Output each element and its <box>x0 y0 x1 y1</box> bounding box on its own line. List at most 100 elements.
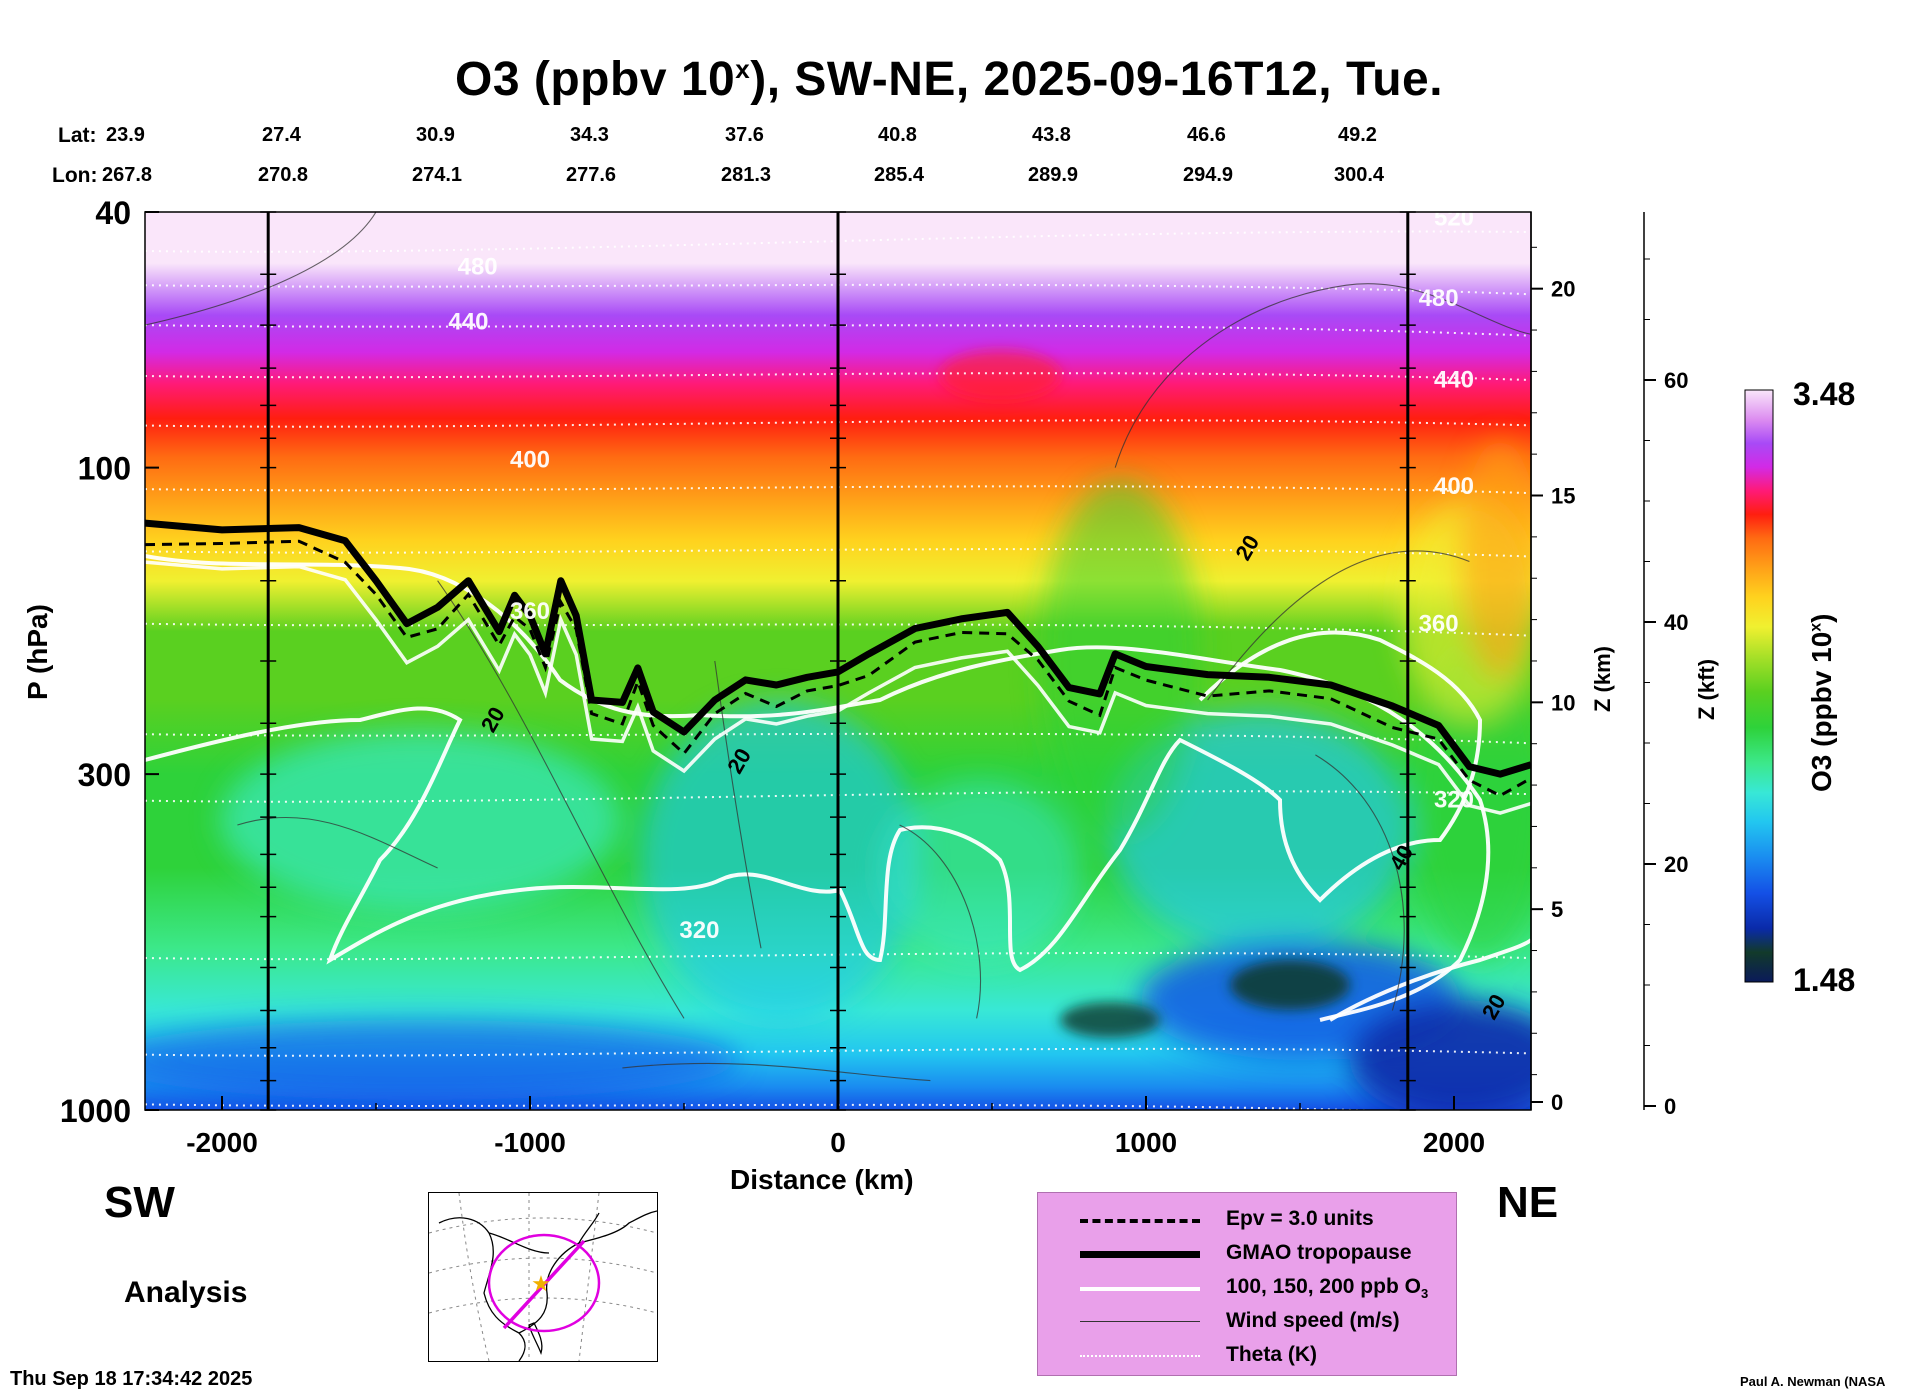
direction-sw: SW <box>104 1178 175 1227</box>
theta-line-8 <box>145 732 1531 745</box>
theta-label-9: 520 <box>1434 205 1474 232</box>
x-tick-label-4: 2000 <box>1423 1127 1485 1158</box>
theta-line-11 <box>145 1047 1531 1057</box>
colorbar-title: O3 (ppbv 10x) <box>1806 613 1837 793</box>
colorbar-gradient <box>1744 389 1774 983</box>
legend-item-theta: Theta (K) <box>1038 1341 1456 1371</box>
lat-value: 43.8 <box>1032 124 1071 146</box>
legend-swatch-thick <box>1080 1251 1200 1258</box>
theta-label-2: 320 <box>679 917 719 944</box>
x-tick-label-3: 1000 <box>1115 1127 1177 1158</box>
lon-value: 270.8 <box>258 164 309 186</box>
lat-value: 30.9 <box>416 124 455 146</box>
theta-line-3 <box>145 372 1531 382</box>
y-tick-label-0: 40 <box>95 195 131 231</box>
theta-lines <box>145 230 1531 1110</box>
wind-line-0 <box>145 212 377 326</box>
x-axis-label: Distance (km) <box>730 1164 914 1195</box>
tropopause-line <box>145 519 1531 778</box>
lon-value: 285.4 <box>874 164 925 186</box>
z-kft-tick-label-3: 60 <box>1664 368 1688 393</box>
lon-value: 267.8 <box>102 164 153 186</box>
theta-line-2 <box>145 324 1531 337</box>
legend-label-theta: Theta (K) <box>1226 1343 1317 1366</box>
theta-line-4 <box>145 419 1531 428</box>
x-axis: -2000 -1000 0 1000 2000 <box>186 1096 1485 1158</box>
colorbar-min-label: 1.48 <box>1793 962 1856 998</box>
legend-swatch-dashed <box>1080 1219 1200 1223</box>
z-km-tick-label-1: 5 <box>1551 897 1563 922</box>
theta-line-0 <box>145 230 1531 253</box>
legend-swatch-thin <box>1080 1321 1200 1322</box>
wind-line-1 <box>437 580 685 1019</box>
y-axis-label: P (hPa) <box>22 604 53 700</box>
z-kft-tick-label-0: 0 <box>1664 1094 1676 1119</box>
ozone-blob-darkblue <box>1350 1000 1531 1110</box>
x-tick-label-1: -1000 <box>494 1127 566 1158</box>
y-tick-label-3: 1000 <box>60 1093 131 1129</box>
legend-label-o3-contours: 100, 150, 200 ppb O3 <box>1226 1275 1429 1302</box>
wind-line-5 <box>1315 754 1405 1011</box>
ozone-blob-cyan-3 <box>1110 710 1410 950</box>
o3-contour-bottom <box>1328 938 1531 1022</box>
lon-label: Lon: <box>52 164 98 187</box>
z-km-tick-label-2: 10 <box>1551 690 1575 715</box>
legend: Epv = 3.0 units GMAO tropopause 100, 150… <box>1037 1192 1457 1376</box>
z-km-tick-label-4: 20 <box>1551 277 1575 302</box>
ozone-blob-darkgreen-1 <box>1230 960 1350 1010</box>
legend-label-tropopause: GMAO tropopause <box>1226 1241 1412 1264</box>
vertical-markers <box>260 211 1416 1111</box>
theta-line-12 <box>145 1103 1390 1110</box>
direction-ne: NE <box>1497 1178 1559 1227</box>
z-km-tick-label-3: 15 <box>1551 484 1575 509</box>
ozone-blob-orange <box>1460 440 1531 680</box>
colorbar-max-label: 3.48 <box>1793 376 1856 412</box>
lat-value: 34.3 <box>570 124 609 146</box>
legend-item-epv: Epv = 3.0 units <box>1038 1205 1456 1235</box>
legend-item-wind: Wind speed (m/s) <box>1038 1307 1456 1337</box>
legend-item-o3-contours: 100, 150, 200 ppb O3 <box>1038 1273 1456 1303</box>
wind-line-2 <box>714 660 762 949</box>
legend-item-tropopause: GMAO tropopause <box>1038 1239 1456 1269</box>
theta-line-9 <box>145 790 1531 803</box>
z-km-tick-label-0: 0 <box>1551 1090 1563 1115</box>
z-km-axis-label: Z (km) <box>1590 646 1615 712</box>
theta-line-6 <box>145 548 1531 558</box>
wind-line-8 <box>622 1062 931 1082</box>
ozone-blob-cyan-1 <box>220 730 620 910</box>
lat-value: 23.9 <box>106 124 145 146</box>
theta-label-5: 440 <box>1434 366 1474 393</box>
o3-contour-upper <box>145 554 1491 1022</box>
analysis-label: Analysis <box>124 1276 248 1309</box>
wind-lines <box>145 212 1531 1082</box>
wind-line-6 <box>237 816 438 869</box>
ozone-blob-red-1 <box>940 350 1060 400</box>
x-tick-label-2: 0 <box>830 1127 846 1158</box>
o3-contour-lower <box>145 630 1483 973</box>
ozone-blob-green-2 <box>1410 640 1531 960</box>
map-section-line <box>502 1239 586 1330</box>
map-range-circle <box>487 1233 601 1333</box>
theta-label-0: 400 <box>510 447 550 474</box>
lon-value: 294.9 <box>1183 164 1234 186</box>
ozone-blob-blue-2 <box>145 1020 740 1100</box>
theta-label-3: 440 <box>448 309 488 336</box>
lon-value: 289.9 <box>1028 164 1079 186</box>
map-graticule <box>429 1193 657 1361</box>
lon-value: 281.3 <box>721 164 772 186</box>
ozone-blob-cyan-2 <box>640 700 920 1020</box>
lon-value: 277.6 <box>566 164 617 186</box>
theta-label-6: 400 <box>1434 473 1474 500</box>
theta-label-1: 360 <box>510 598 550 625</box>
y-tick-label-2: 300 <box>78 757 131 793</box>
wind-line-3 <box>1114 283 1531 468</box>
footer-timestamp: Thu Sep 18 17:34:42 2025 <box>10 1368 253 1390</box>
z-kft-axis: 0 20 40 60 <box>1643 212 1688 1119</box>
z-kft-axis-label: Z (kft) <box>1694 658 1719 720</box>
footer-credit: Paul A. Newman (NASA <box>1740 1374 1886 1389</box>
map-center-star-icon: ★ <box>531 1271 551 1296</box>
legend-label-wind: Wind speed (m/s) <box>1226 1309 1400 1332</box>
ozone-blob-darkgreen-2 <box>1060 1002 1160 1038</box>
ozone-blob-cyan-4 <box>880 780 1080 960</box>
